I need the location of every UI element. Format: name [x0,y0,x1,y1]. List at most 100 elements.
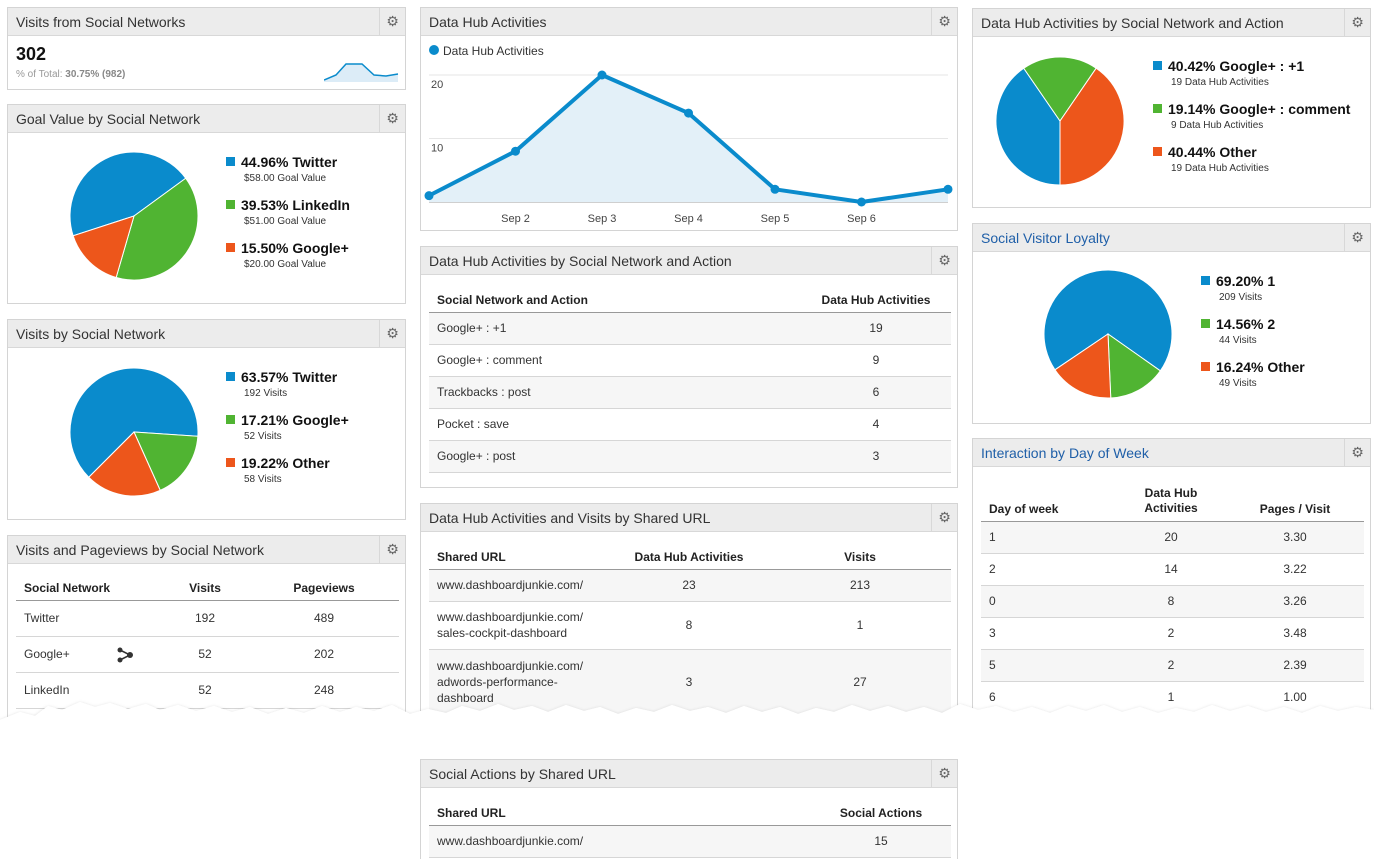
pie-legend: 40.42% Google+ : +1 19 Data Hub Activitie… [1153,58,1350,187]
legend-swatch [226,415,235,424]
table-row[interactable]: Twitter 192 489 [16,600,399,637]
network-label: Google+ [24,647,70,661]
table-row[interactable]: LinkedIn 52 248 [16,672,399,709]
legend-name: Google+ [292,240,349,256]
share-icon[interactable] [116,647,134,663]
legend-swatch [226,243,235,252]
pie-slice[interactable] [995,67,1061,186]
widget-title[interactable]: Interaction by Day of Week [973,439,1370,467]
day-cell: 1 [981,521,1116,554]
x-tick-label: Sep 4 [674,213,703,225]
day-cell: 0 [981,585,1116,618]
pie-chart [995,56,1125,186]
column-header: Visits [769,541,951,570]
table-row[interactable]: 1 20 3.30 [981,521,1364,554]
gear-icon[interactable]: ⚙ [931,247,957,274]
legend-title: 17.21% Google+ [226,412,349,428]
data-point[interactable] [857,197,866,207]
actions-cell: 15 [811,825,951,858]
pie-slice[interactable] [1043,269,1173,372]
table-row[interactable]: 5 2 2.39 [981,649,1364,682]
table-row[interactable]: www.dashboardjunkie.com/ 15 [429,825,951,858]
pie-slice[interactable] [69,151,187,237]
activities-cell: 3 [609,649,769,716]
gear-icon[interactable]: ⚙ [379,536,405,563]
pie-slice[interactable] [1023,56,1097,122]
gear-icon[interactable]: ⚙ [379,8,405,35]
column-header: Shared URL [429,797,811,826]
table-row[interactable]: Pocket : save 4 [429,408,951,441]
data-point[interactable] [597,70,607,80]
legend-swatch [226,200,235,209]
table-row[interactable]: Google+ : +1 19 [429,312,951,345]
data-point[interactable] [684,108,693,118]
legend-name: Other [1267,359,1305,375]
data-table: Social Network Visits Pageviews Twitter … [16,572,399,709]
gear-icon[interactable]: ⚙ [931,504,957,531]
pie-slice[interactable] [72,215,135,279]
legend-name: Twitter [292,154,338,170]
pie-legend: 63.57% Twitter 192 Visits 17.21% Google+ 52… [226,369,349,498]
network-cell: LinkedIn [16,672,161,709]
table-row[interactable]: www.dashboardjunkie.com/ sales-cockpit-d… [429,601,951,650]
pie-slice[interactable] [69,367,199,478]
pie-slice[interactable] [1054,333,1112,399]
legend-title: 40.44% Other [1153,144,1350,160]
column-header: Data Hub Activities [609,541,769,570]
gear-icon[interactable]: ⚙ [1344,439,1370,466]
url-cell[interactable]: www.dashboardjunkie.com/ adwords-perform… [429,649,609,716]
column-header: Social Network [16,572,161,601]
shared-url-widget: Data Hub Activities and Visits by Shared… [420,503,958,735]
legend-name: Twitter [292,369,338,385]
legend-name: 1 [1267,273,1276,289]
pie-slice[interactable] [1059,67,1125,186]
legend-swatch [226,458,235,467]
visits-cell: 52 [161,672,249,709]
legend-label: Data Hub Activities [443,44,544,58]
table-row[interactable]: 0 8 3.26 [981,585,1364,618]
legend-percent: 40.44% [1168,144,1220,160]
pie-slice[interactable] [88,431,161,497]
table-row[interactable]: Trackbacks : post 6 [429,376,951,409]
data-point[interactable] [511,146,520,156]
gear-icon[interactable]: ⚙ [379,105,405,132]
data-point[interactable] [424,191,434,201]
gear-icon[interactable]: ⚙ [1344,9,1370,36]
data-table: Shared URL Social Actions www.dashboardj… [429,797,951,858]
table-row[interactable]: www.dashboardjunkie.com/ adwords-perform… [429,649,951,716]
gear-icon[interactable]: ⚙ [931,760,957,787]
widget-title: Visits from Social Networks [8,8,405,36]
url-cell[interactable]: www.dashboardjunkie.com/ [429,825,811,858]
widget-title[interactable]: Social Visitor Loyalty [973,224,1370,252]
url-line: dashboard [437,691,494,705]
legend-swatch [226,372,235,381]
gear-icon[interactable]: ⚙ [379,320,405,347]
table-row[interactable]: Google+ : comment 9 [429,344,951,377]
legend-percent: 15.50% [241,240,293,256]
legend-item: 16.24% Other 49 Visits [1201,359,1305,389]
legend-item: 69.20% 1 209 Visits [1201,273,1305,303]
visits-cell: 27 [769,649,951,716]
pie-slice[interactable] [1107,333,1162,399]
gear-icon[interactable]: ⚙ [1344,224,1370,251]
legend-swatch [1153,61,1162,70]
pie-slice[interactable] [115,177,199,281]
url-cell[interactable]: www.dashboardjunkie.com/ [429,569,609,602]
column-header: Pages / Visit [1226,477,1364,522]
legend-title: 40.42% Google+ : +1 [1153,58,1350,74]
table-row[interactable]: Google+ : post 3 [429,440,951,473]
table-row[interactable]: 2 14 3.22 [981,553,1364,586]
table-row[interactable]: 3 2 3.48 [981,617,1364,650]
table-row[interactable]: Google+ 52 202 [16,636,399,673]
data-point[interactable] [943,184,953,194]
gear-icon[interactable]: ⚙ [931,8,957,35]
visits-social-widget: Visits from Social Networks ⚙ 302 % of T… [7,7,406,90]
data-point[interactable] [770,184,780,194]
legend-percent: 63.57% [241,369,293,385]
url-line: adwords-performance- [437,675,558,689]
pie-slice[interactable] [133,431,199,492]
table-row[interactable]: www.dashboardjunkie.com/ 23 213 [429,569,951,602]
legend-subtext: $20.00 Goal Value [244,259,327,270]
legend-percent: 40.42% [1168,58,1220,74]
url-cell[interactable]: www.dashboardjunkie.com/ sales-cockpit-d… [429,601,609,650]
